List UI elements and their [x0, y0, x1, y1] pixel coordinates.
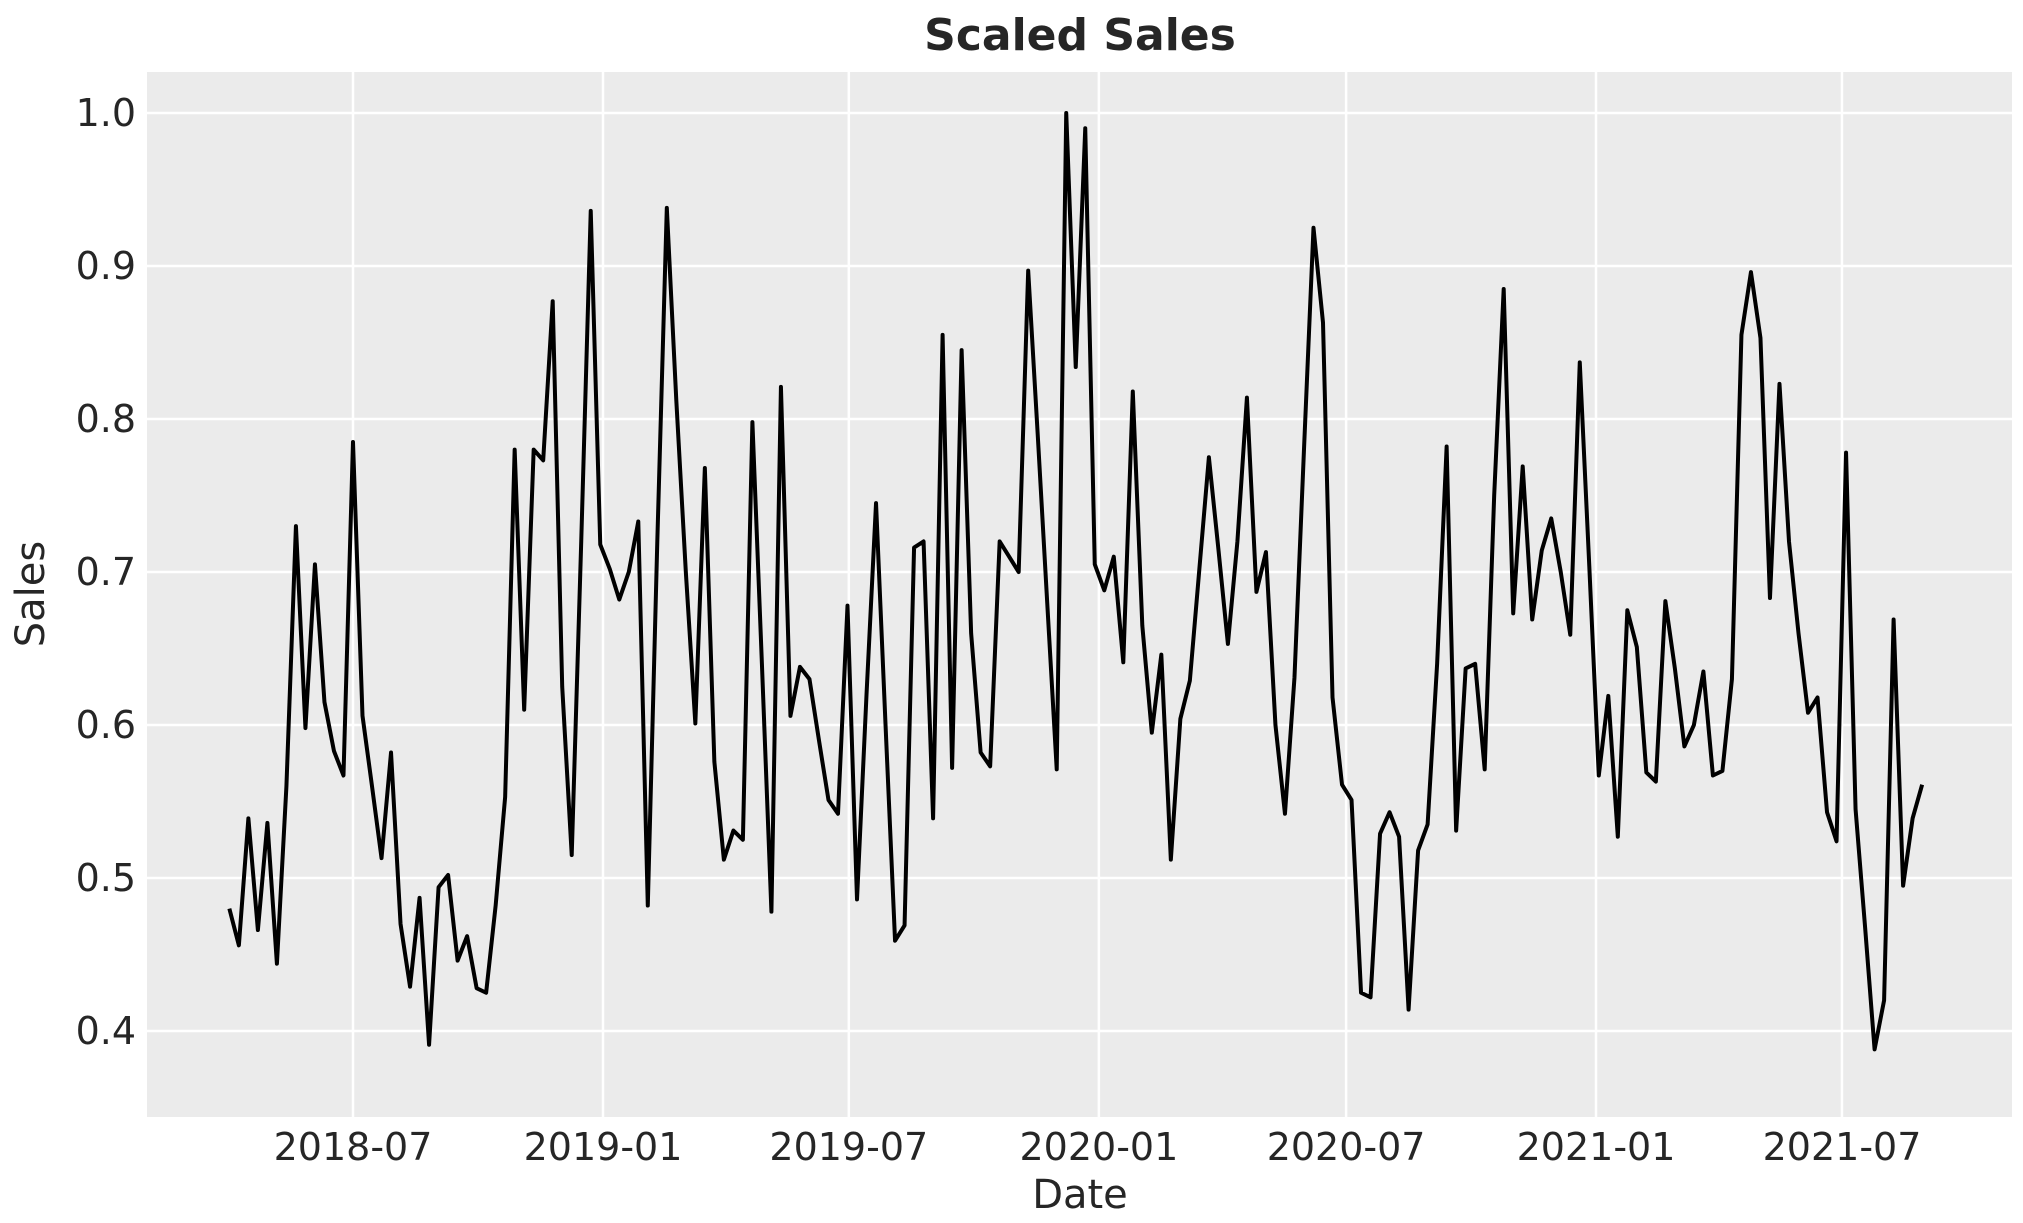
sales-series-line — [227, 111, 1925, 1052]
y-tick-label: 0.6 — [76, 703, 136, 747]
x-tick-label: 2021-01 — [1517, 1125, 1676, 1169]
y-tick-label: 0.9 — [76, 244, 136, 288]
x-axis-label: Date — [1032, 1172, 1128, 1218]
x-tick-label: 2020-01 — [1020, 1125, 1179, 1169]
x-tick-label: 2019-07 — [769, 1125, 928, 1169]
y-tick-label: 0.5 — [76, 856, 136, 900]
chart-title: Scaled Sales — [924, 10, 1236, 61]
x-axis-tick-labels: 2018-07 2019-01 2019-07 2020-01 2020-07 2021-… — [274, 1125, 1922, 1169]
y-tick-label: 0.8 — [76, 397, 136, 441]
y-tick-label: 1.0 — [76, 91, 136, 135]
x-tick-label: 2021-07 — [1763, 1125, 1922, 1169]
x-tick-label: 2019-01 — [524, 1125, 683, 1169]
x-tick-label: 2018-07 — [274, 1125, 433, 1169]
x-tick-label: 2020-07 — [1267, 1125, 1426, 1169]
y-axis-tick-labels: 0.4 0.5 0.6 0.7 0.8 0.9 1.0 — [76, 91, 136, 1053]
y-tick-label: 0.7 — [76, 550, 136, 594]
y-axis-label: Sales — [8, 541, 54, 647]
gridlines — [147, 72, 2012, 1117]
y-tick-label: 0.4 — [76, 1009, 136, 1053]
